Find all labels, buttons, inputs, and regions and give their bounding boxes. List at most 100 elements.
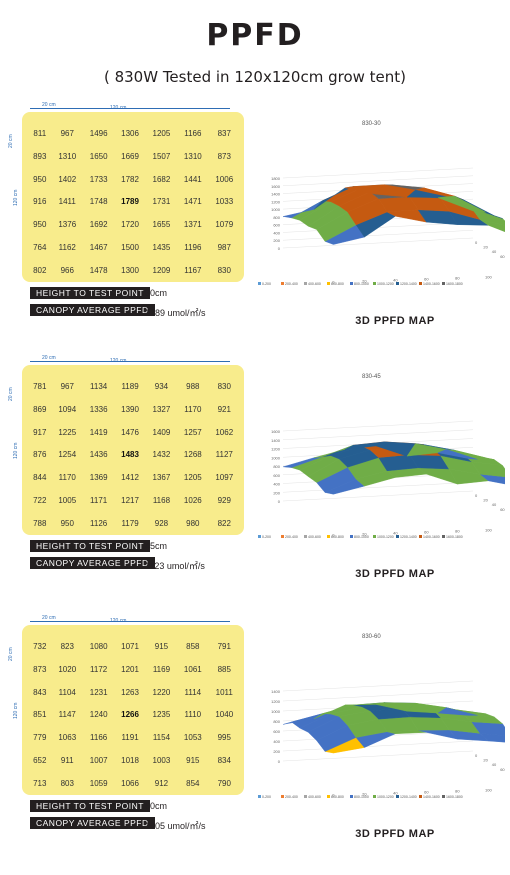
grid-cell: 1669: [121, 151, 139, 161]
legend-swatch: [442, 282, 445, 285]
grid-cell: 843: [33, 687, 47, 697]
grid-cell: 1003: [152, 756, 171, 766]
grid-cell: 1020: [58, 664, 77, 674]
y-tick-label: 0: [475, 240, 478, 245]
grid-row: 876 1254 1436 1483 1432 1268 1127: [28, 444, 240, 467]
top-dimension-line: [30, 621, 230, 622]
grid-cell: 1733: [89, 174, 108, 184]
grid-cell: 1217: [121, 496, 139, 506]
x-tick-label: 60: [424, 530, 429, 535]
z-tick-label: 200: [273, 238, 280, 243]
z-tick-label: 1000: [271, 207, 281, 212]
legend-swatch: [281, 282, 284, 285]
grid-cell: 1419: [89, 427, 108, 437]
grid-line: [282, 490, 474, 502]
grid-cell: 713: [33, 779, 47, 789]
grid-cell: 844: [33, 473, 47, 483]
z-tick-label: 200: [273, 490, 280, 495]
legend-label: 1200-1400: [400, 282, 417, 286]
grid-cell: 1166: [184, 128, 202, 138]
grid-cell: 967: [60, 128, 74, 138]
grid-cell: 995: [217, 733, 231, 743]
grid-cell: 1053: [183, 733, 202, 743]
legend-label: 200-400: [285, 282, 298, 286]
grid-cell: 1310: [183, 151, 202, 161]
grid-row: 869 1094 1336 1390 1327 1170 921: [28, 398, 240, 421]
z-tick-label: 600: [273, 223, 280, 228]
x-tick-label: 20: [362, 532, 367, 537]
legend-label: 0-200: [262, 795, 271, 799]
grid-cell: 811: [33, 128, 47, 138]
grid-cell: 1127: [215, 450, 233, 460]
grid-cell: 950: [33, 174, 47, 184]
legend-swatch: [304, 282, 307, 285]
grid-cell: 1483: [121, 450, 139, 460]
grid-cell: 1170: [58, 473, 76, 483]
grid-row: 652 911 1007 1018 1003 915 834: [28, 749, 240, 772]
grid-cell: 1231: [89, 687, 108, 697]
grid-cell: 1169: [152, 664, 171, 674]
grid-cell: 1005: [58, 496, 77, 506]
height-value: 60cm: [145, 801, 168, 811]
x-tick-label: 0: [332, 280, 335, 285]
grid-row: 950 1376 1692 1720 1655 1371 1079: [28, 213, 240, 236]
grid-line: [282, 429, 474, 440]
grid-cell: 779: [33, 733, 47, 743]
z-tick-label: 1600: [271, 429, 281, 434]
legend-label: 0-200: [262, 535, 271, 539]
3d-ppfd-map-label: 3D PPFD MAP: [355, 315, 435, 327]
x-tick-label: 60: [424, 277, 429, 282]
grid-cell: 1655: [152, 220, 171, 230]
grid-cell: 1327: [152, 404, 171, 414]
z-tick-label: 1800: [271, 176, 281, 181]
grid-cell: 1104: [58, 687, 76, 697]
z-tick-label: 400: [273, 230, 280, 235]
grid-cell: 1167: [184, 266, 202, 276]
legend-swatch: [304, 795, 307, 798]
grid-cell: 1692: [89, 220, 108, 230]
grid-cell: 823: [60, 641, 74, 651]
grid-cell: 1062: [215, 427, 234, 437]
z-tick-label: 1600: [271, 184, 281, 189]
top-small-dimension: 20 cm: [42, 102, 56, 108]
top-small-dimension: 20 cm: [42, 615, 56, 621]
z-tick-label: 0: [278, 499, 281, 504]
x-tick-label: 80: [455, 276, 460, 281]
grid-cell: 1162: [58, 243, 76, 253]
legend-label: 200-400: [285, 535, 298, 539]
grid-cell: 1436: [89, 450, 108, 460]
legend-label: 600-800: [331, 282, 344, 286]
grid-cell: 1172: [90, 664, 108, 674]
grid-cell: 1006: [215, 174, 234, 184]
grid-line: [282, 482, 474, 493]
chart-legend: 0-200 200-400 400-600 600-800 800-1000 1000-1…: [258, 535, 463, 539]
legend-label: 600-800: [331, 795, 344, 799]
grid-cell: 1063: [58, 733, 77, 743]
grid-cell: 1018: [121, 756, 139, 766]
legend-swatch: [258, 535, 261, 538]
legend-swatch: [419, 535, 422, 538]
side-small-dimension: 20 cm: [8, 387, 14, 401]
grid-cell: 934: [154, 381, 169, 391]
surface-patch: [437, 196, 478, 213]
ppfd-grid-box: 732 823 1080 1071 915 858 791 873 1020 1172 1201 11…: [22, 625, 244, 795]
grid-cell: 1268: [183, 450, 202, 460]
top-small-dimension: 20 cm: [42, 355, 56, 361]
y-tick-label: 0: [475, 493, 478, 498]
grid-cell: 916: [33, 197, 47, 207]
chart-legend: 0-200 200-400 400-600 600-800 800-1000 1000-1…: [258, 795, 463, 799]
grid-cell: 1168: [152, 496, 171, 506]
grid-cell: 1154: [152, 733, 171, 743]
grid-cell: 854: [186, 779, 200, 789]
grid-row: 722 1005 1171 1217 1168 1026 929: [28, 489, 240, 512]
grid-row: 811 967 1496 1306 1205 1166 837: [28, 122, 240, 145]
z-tick-label: 1400: [271, 689, 281, 694]
grid-cell: 966: [60, 266, 74, 276]
average-unit: umol/㎡/s: [167, 308, 206, 318]
z-tick-label: 1200: [271, 699, 281, 704]
grid-cell: 980: [186, 519, 200, 529]
x-tick-label: 40: [393, 791, 398, 796]
